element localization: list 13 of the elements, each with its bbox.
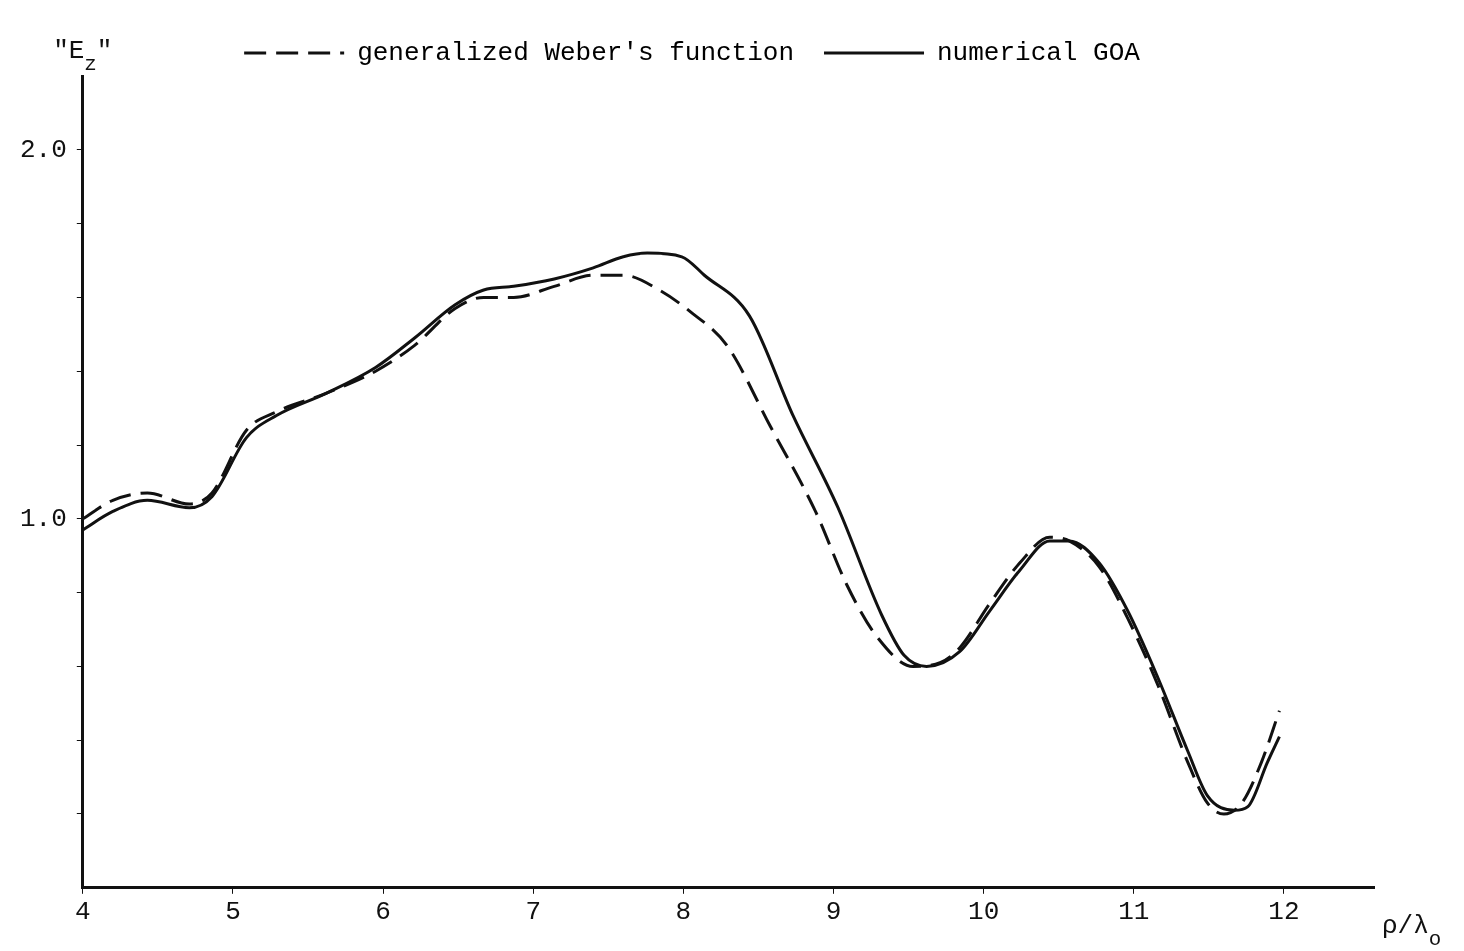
x-tick-label: 10 bbox=[968, 897, 1000, 928]
x-tick-label: 12 bbox=[1268, 897, 1300, 928]
x-tick-label: 9 bbox=[825, 897, 842, 928]
x-tick-label: 4 bbox=[75, 897, 91, 928]
y-tick-label: 1.0 bbox=[20, 503, 67, 534]
y-tick-label: 2.0 bbox=[20, 134, 67, 165]
x-tick-label: 8 bbox=[675, 897, 692, 928]
x-tick-label: 11 bbox=[1118, 897, 1150, 928]
x-tick-label: 5 bbox=[225, 897, 241, 928]
x-tick-label: 6 bbox=[375, 897, 391, 928]
legend-label: numerical GOA bbox=[937, 37, 1141, 68]
legend-label: generalized Weber's function bbox=[357, 37, 795, 68]
x-tick-label: 7 bbox=[525, 897, 542, 928]
